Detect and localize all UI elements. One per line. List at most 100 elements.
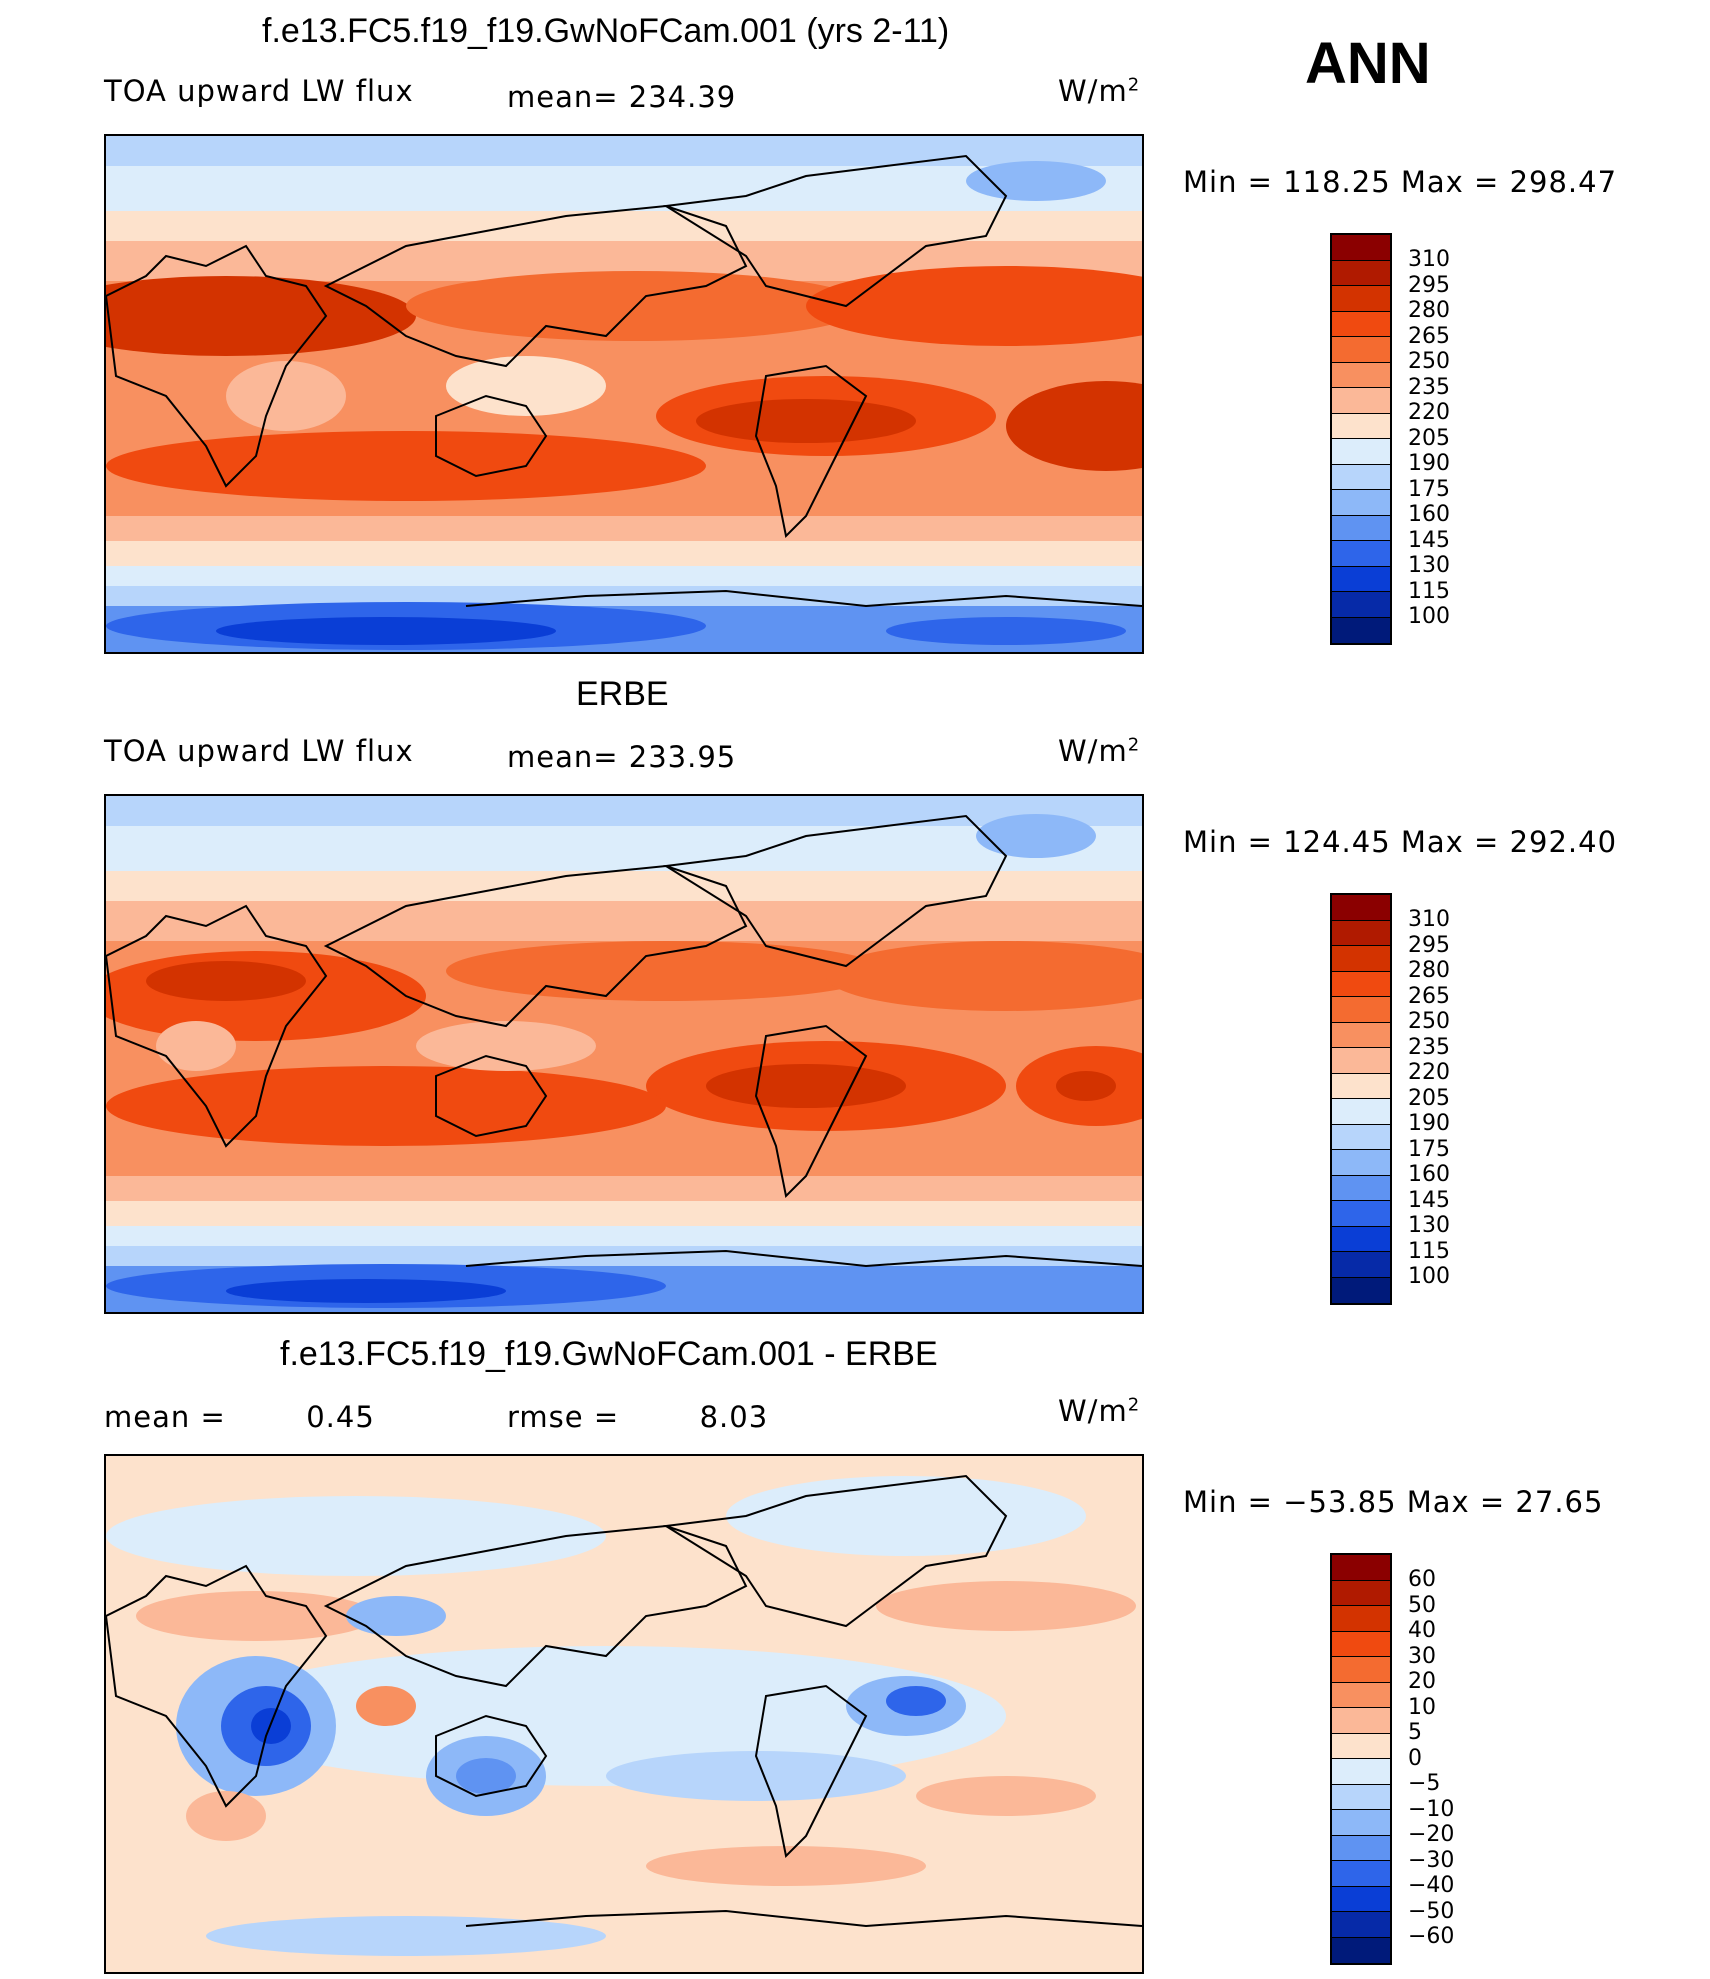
colorbar-swatch (1332, 1580, 1390, 1606)
colorbar-tick: −30 (1408, 1847, 1455, 1873)
colorbar-tick: 100 (1408, 1264, 1450, 1289)
colorbar-swatch (1332, 1733, 1390, 1759)
colorbar-swatch (1332, 439, 1390, 465)
colorbar-swatch (1332, 617, 1390, 643)
colorbar-swatch (1332, 413, 1390, 439)
colorbar-swatch (1332, 1861, 1390, 1887)
colorbar-swatch (1332, 1150, 1390, 1176)
panel1-units: W/m2 (1058, 74, 1141, 108)
colorbar-tick: 160 (1408, 1162, 1450, 1187)
colorbar-tick: −40 (1408, 1873, 1455, 1898)
panel2-colorbar (1330, 893, 1392, 1305)
colorbar-swatch (1332, 1124, 1390, 1150)
colorbar-swatch (1332, 337, 1390, 363)
panel2-colorbar-ticks: 310 295 280 265 250 235 220 205 190 175 … (1408, 907, 1450, 1290)
colorbar-tick: −60 (1408, 1924, 1455, 1949)
colorbar-swatch (1332, 1835, 1390, 1861)
panel2-mean-value: 233.95 (628, 740, 737, 774)
colorbar-swatch (1332, 1175, 1390, 1201)
colorbar-swatch (1332, 311, 1390, 337)
colorbar-swatch (1332, 1708, 1390, 1734)
panel2-units: W/m2 (1058, 734, 1141, 768)
colorbar-tick: 205 (1408, 1085, 1450, 1111)
panel3-title: f.e13.FC5.f19_f19.GwNoFCam.001 - ERBE (280, 1335, 938, 1373)
panel1-mean-value: 234.39 (628, 80, 737, 114)
colorbar-swatch (1332, 1073, 1390, 1099)
colorbar-swatch (1332, 1631, 1390, 1657)
colorbar-swatch (1332, 592, 1390, 618)
colorbar-tick: 220 (1408, 400, 1450, 425)
panel2-mean-label: mean= (507, 740, 619, 774)
colorbar-swatch (1332, 1252, 1390, 1278)
colorbar-tick: 20 (1408, 1669, 1436, 1694)
colorbar-swatch (1332, 1937, 1390, 1963)
colorbar-tick: 160 (1408, 502, 1450, 527)
colorbar-tick: −50 (1408, 1898, 1455, 1924)
colorbar-swatch (1332, 388, 1390, 414)
colorbar-tick: 310 (1408, 907, 1450, 932)
colorbar-tick: −5 (1408, 1771, 1441, 1796)
colorbar-swatch (1332, 362, 1390, 388)
panel3-units: W/m2 (1058, 1394, 1141, 1428)
colorbar-tick: 40 (1408, 1618, 1436, 1643)
colorbar-swatch (1332, 1682, 1390, 1708)
colorbar-tick: 250 (1408, 1009, 1450, 1034)
colorbar-tick: 130 (1408, 1213, 1450, 1238)
panel2-mean: mean= 233.95 (507, 740, 736, 774)
colorbar-swatch (1332, 946, 1390, 972)
panel1-variable-label: TOA upward LW flux (104, 74, 414, 108)
colorbar-swatch (1332, 1277, 1390, 1303)
colorbar-tick: −10 (1408, 1796, 1455, 1822)
colorbar-swatch (1332, 1810, 1390, 1836)
colorbar-tick: 190 (1408, 1111, 1450, 1136)
colorbar-tick: 280 (1408, 958, 1450, 983)
colorbar-swatch (1332, 464, 1390, 490)
colorbar-swatch (1332, 1606, 1390, 1632)
colorbar-tick: 115 (1408, 578, 1450, 604)
panel1-colorbar-ticks: 310 295 280 265 250 235 220 205 190 175 … (1408, 247, 1450, 630)
colorbar-tick: 145 (1408, 527, 1450, 553)
panel1-mean-label: mean= (507, 80, 619, 114)
colorbar-tick: 235 (1408, 1034, 1450, 1060)
colorbar-swatch (1332, 1226, 1390, 1252)
colorbar-tick: 50 (1408, 1592, 1436, 1618)
colorbar-swatch (1332, 1048, 1390, 1074)
colorbar-swatch (1332, 1784, 1390, 1810)
colorbar-swatch (1332, 1201, 1390, 1227)
colorbar-swatch (1332, 1657, 1390, 1683)
panel2-title: ERBE (576, 675, 669, 713)
panel2-variable-label: TOA upward LW flux (104, 734, 414, 768)
panel1-title: f.e13.FC5.f19_f19.GwNoFCam.001 (yrs 2-11… (262, 12, 950, 50)
difference-toa-lw-map (104, 1454, 1144, 1974)
colorbar-swatch (1332, 490, 1390, 516)
colorbar-tick: 10 (1408, 1694, 1436, 1720)
erbe-toa-lw-map (104, 794, 1144, 1314)
colorbar-swatch (1332, 1912, 1390, 1938)
panel1-mean: mean= 234.39 (507, 80, 736, 114)
colorbar-tick: 115 (1408, 1238, 1450, 1264)
panel3-rmse-value: 8.03 (699, 1400, 769, 1434)
colorbar-tick: 235 (1408, 374, 1450, 400)
panel2-minmax: Min = 124.45 Max = 292.40 (1183, 825, 1618, 859)
colorbar-swatch (1332, 997, 1390, 1023)
colorbar-swatch (1332, 515, 1390, 541)
panel3-mean-value: 0.45 (306, 1400, 375, 1434)
panel3-colorbar (1330, 1553, 1392, 1965)
colorbar-tick: 175 (1408, 1136, 1450, 1162)
colorbar-tick: 0 (1408, 1745, 1422, 1771)
colorbar-tick: 295 (1408, 932, 1450, 958)
colorbar-tick: 220 (1408, 1060, 1450, 1085)
colorbar-swatch (1332, 971, 1390, 997)
panel3-mean: mean = 0.45 (104, 1400, 375, 1434)
colorbar-tick: 145 (1408, 1187, 1450, 1213)
colorbar-swatch (1332, 1099, 1390, 1125)
panel3-rmse-label: rmse = (507, 1400, 620, 1434)
season-label: ANN (1305, 31, 1431, 96)
colorbar-tick: 175 (1408, 476, 1450, 502)
colorbar-tick: 265 (1408, 983, 1450, 1009)
colorbar-swatch (1332, 235, 1390, 261)
colorbar-swatch (1332, 286, 1390, 312)
colorbar-swatch (1332, 260, 1390, 286)
colorbar-tick: −20 (1408, 1822, 1455, 1847)
colorbar-tick: 265 (1408, 323, 1450, 349)
